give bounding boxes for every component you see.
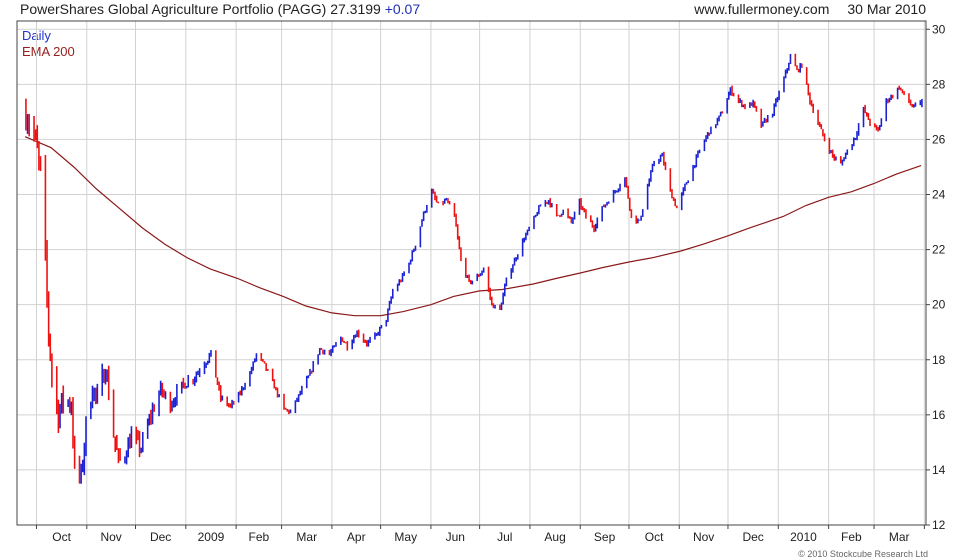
x-tick-label: Mar — [296, 530, 317, 544]
x-tick-label: Jun — [446, 530, 465, 544]
ema-line — [24, 136, 922, 317]
y-tick-label: 20 — [932, 298, 946, 312]
y-tick-label: 26 — [932, 132, 946, 146]
x-tick-label: Feb — [841, 530, 862, 544]
legend-ema: EMA 200 — [22, 44, 75, 59]
x-tick-label: Jul — [497, 530, 512, 544]
price-change: +0.07 — [384, 1, 421, 17]
y-tick-label: 16 — [932, 408, 946, 422]
y-axis: 12 14 16 18 20 22 24 26 28 30 — [926, 22, 946, 532]
x-tick-label: May — [394, 530, 417, 544]
y-tick-label: 24 — [932, 188, 946, 202]
y-tick-label: 28 — [932, 77, 946, 91]
x-tick-label: Oct — [645, 530, 664, 544]
x-tick-label: Nov — [693, 530, 714, 544]
copyright-notice: © 2010 Stockcube Research Ltd — [798, 549, 928, 559]
y-tick-label: 18 — [932, 353, 946, 367]
y-tick-label: 12 — [932, 518, 946, 532]
y-tick-label: 22 — [932, 243, 946, 257]
instrument-name: PowerShares Global Agriculture Portfolio… — [20, 1, 327, 17]
x-axis: Oct Nov Dec 2009 Feb Mar Apr May Jun Jul Aug Sep Oct… — [35, 525, 925, 544]
x-tick-label: 2010 — [790, 530, 817, 544]
chart-source: www.fullermoney.com 30 Mar 2010 — [694, 1, 926, 17]
x-tick-label: Feb — [249, 530, 270, 544]
x-tick-label: Dec — [150, 530, 171, 544]
x-tick-label: Nov — [100, 530, 121, 544]
last-price: 27.3199 — [330, 1, 381, 17]
x-tick-label: Sep — [594, 530, 616, 544]
x-tick-label: Aug — [544, 530, 565, 544]
daily-series — [25, 53, 923, 484]
y-tick-label: 14 — [932, 463, 946, 477]
chart-date: 30 Mar 2010 — [847, 1, 926, 17]
y-tick-label: 30 — [932, 22, 946, 36]
source-site: www.fullermoney.com — [694, 1, 830, 17]
grid — [17, 21, 926, 526]
x-tick-label: Oct — [52, 530, 71, 544]
plot-frame — [16, 20, 927, 526]
x-tick-label: Apr — [347, 530, 366, 544]
x-tick-label: Dec — [742, 530, 763, 544]
x-tick-label: Mar — [889, 530, 910, 544]
chart-title: PowerShares Global Agriculture Portfolio… — [20, 1, 420, 17]
ema-series — [24, 136, 922, 317]
x-tick-label: 2009 — [198, 530, 225, 544]
